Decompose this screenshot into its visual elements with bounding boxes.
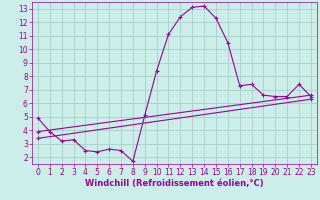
X-axis label: Windchill (Refroidissement éolien,°C): Windchill (Refroidissement éolien,°C) xyxy=(85,179,264,188)
